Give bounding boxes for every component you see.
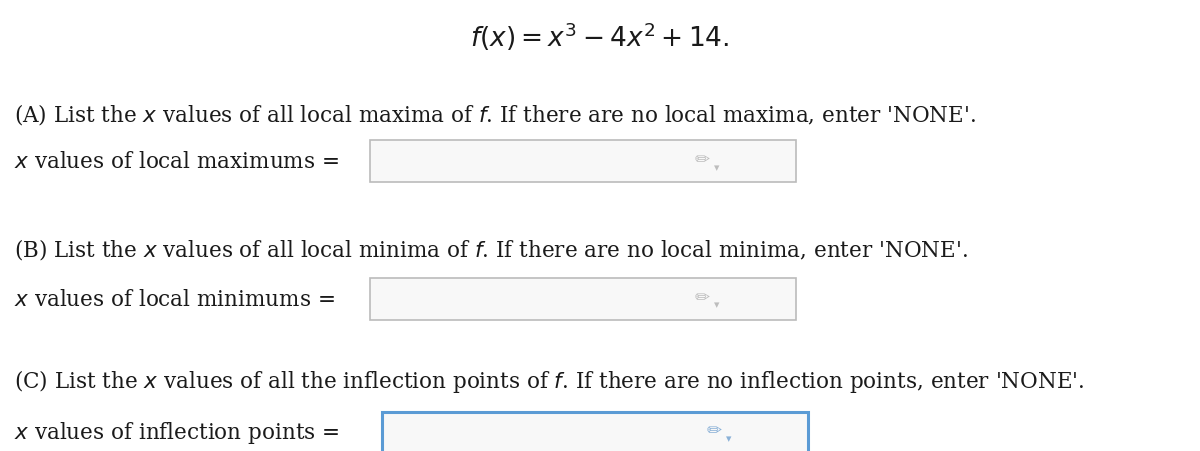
Text: $x$ values of local maximums =: $x$ values of local maximums = <box>14 151 340 173</box>
Text: ✏: ✏ <box>695 151 709 169</box>
Text: (C) List the $x$ values of all the inflection points of $f$. If there are no inf: (C) List the $x$ values of all the infle… <box>14 368 1085 395</box>
Text: $f(x) = x^3 - 4x^2 + 14.$: $f(x) = x^3 - 4x^2 + 14.$ <box>470 20 730 53</box>
Text: (A) List the $x$ values of all local maxima of $f$. If there are no local maxima: (A) List the $x$ values of all local max… <box>14 101 977 126</box>
Text: $x$ values of inflection points =: $x$ values of inflection points = <box>14 419 340 446</box>
Text: (B) List the $x$ values of all local minima of $f$. If there are no local minima: (B) List the $x$ values of all local min… <box>14 237 968 262</box>
FancyBboxPatch shape <box>382 412 808 451</box>
Text: ✏: ✏ <box>707 421 721 439</box>
Text: ▾: ▾ <box>714 300 719 310</box>
Text: ▾: ▾ <box>714 162 719 172</box>
Text: $x$ values of local minimums =: $x$ values of local minimums = <box>14 289 335 310</box>
Text: ✏: ✏ <box>695 288 709 306</box>
FancyBboxPatch shape <box>370 279 796 320</box>
Text: ▾: ▾ <box>726 433 731 443</box>
FancyBboxPatch shape <box>370 141 796 183</box>
